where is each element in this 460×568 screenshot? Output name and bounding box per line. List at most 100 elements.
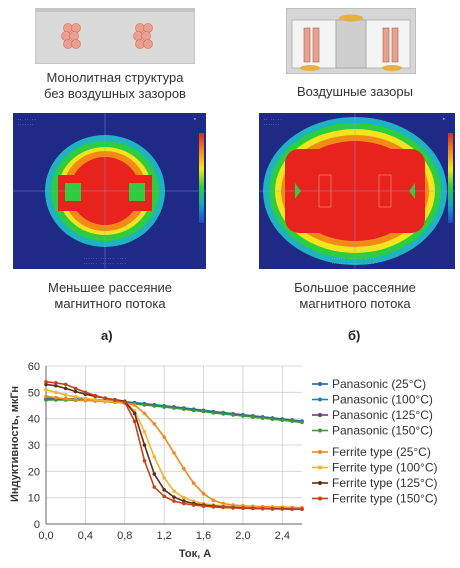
more-leakage-line-2: магнитного потока <box>299 296 411 311</box>
legend-label: Ferrite type (125°C) <box>332 476 438 490</box>
data-point <box>241 414 245 418</box>
x-tick-label: 0,0 <box>38 530 53 542</box>
legend-marker <box>318 382 322 386</box>
data-point <box>113 398 117 403</box>
legend-marker <box>318 428 322 433</box>
data-point <box>142 403 147 407</box>
data-point <box>172 406 176 410</box>
data-point <box>260 416 265 420</box>
data-point <box>172 499 176 503</box>
y-tick-label: 30 <box>28 440 40 452</box>
data-point <box>44 394 48 399</box>
legend-label: Ferrite type (25°C) <box>332 445 431 459</box>
data-point <box>152 485 157 489</box>
data-point <box>162 405 166 409</box>
data-point <box>103 396 107 400</box>
data-point <box>211 411 216 415</box>
data-point <box>122 400 127 404</box>
data-point <box>172 495 176 499</box>
data-point <box>182 501 186 506</box>
data-point <box>54 390 58 395</box>
series-8 <box>44 380 304 512</box>
data-point <box>182 495 186 500</box>
more-leakage-line-1: Большое рассеяние <box>294 280 416 295</box>
legend-marker <box>318 397 322 402</box>
chart-series <box>44 380 304 512</box>
legend-item: Panasonic (25°C) <box>312 377 426 391</box>
data-point <box>54 395 58 400</box>
data-point <box>142 411 147 416</box>
series-3 <box>44 397 304 424</box>
y-tick-label: 40 <box>28 414 40 426</box>
data-point <box>44 380 48 384</box>
data-point <box>83 396 88 401</box>
less-leakage-caption: Меньшее рассеяние магнитного потока <box>5 280 215 312</box>
legend-label: Panasonic (25°C) <box>332 377 426 391</box>
legend-marker <box>318 481 322 485</box>
x-tick-label: 1,6 <box>196 530 211 542</box>
data-point <box>270 507 275 511</box>
data-point <box>54 381 58 385</box>
legend-item: Ferrite type (125°C) <box>312 476 438 490</box>
y-tick-label: 0 <box>34 519 40 531</box>
data-point <box>241 506 245 510</box>
data-point <box>93 393 98 398</box>
data-point <box>132 403 137 407</box>
monolithic-caption: Монолитная структура без воздушных зазор… <box>10 70 220 102</box>
x-tick-label: 0,8 <box>117 530 132 542</box>
legend-item: Panasonic (150°C) <box>312 424 433 438</box>
data-point <box>103 398 107 403</box>
data-point <box>73 386 78 391</box>
data-point <box>221 412 226 416</box>
x-tick-label: 0,4 <box>78 530 93 542</box>
data-point <box>182 466 186 471</box>
data-point <box>162 476 166 480</box>
data-point <box>152 455 157 459</box>
chart-ticks: 0 10 20 30 40 50 60 0,0 0,4 0,8 1,2 1,6 2,0 2,4 <box>28 361 290 542</box>
monolithic-caption-line-2: без воздушных зазоров <box>44 86 186 101</box>
data-point <box>162 494 166 499</box>
panel-label-a: а) <box>101 328 113 343</box>
x-tick-label: 1,2 <box>157 530 172 542</box>
data-point <box>250 506 255 511</box>
data-point <box>63 382 68 387</box>
y-tick-label: 60 <box>28 361 40 373</box>
data-point <box>83 390 88 395</box>
inductance-chart: 0 10 20 30 40 50 60 0,0 0,4 0,8 1,2 1,6 2,0 2,4 Panas… <box>9 361 438 560</box>
data-point <box>142 443 147 447</box>
legend-item: Panasonic (100°C) <box>312 393 433 407</box>
data-point <box>73 389 78 394</box>
legend-item: Ferrite type (25°C) <box>312 445 431 459</box>
flux-simulation-monolithic: .. .. ......... ▪ ...... ...... ........… <box>13 113 206 269</box>
data-point <box>231 413 235 417</box>
data-point <box>142 459 147 463</box>
data-point <box>231 506 235 510</box>
data-point <box>152 472 157 476</box>
air-gaps-caption: Воздушные зазоры <box>297 84 413 99</box>
data-point <box>290 507 294 512</box>
data-point <box>63 386 68 391</box>
legend-label: Ferrite type (100°C) <box>332 461 438 475</box>
data-point <box>152 422 157 426</box>
data-point <box>211 498 216 503</box>
data-point <box>270 417 275 421</box>
y-tick-label: 10 <box>28 493 40 505</box>
data-point <box>191 503 196 507</box>
data-point <box>132 411 137 416</box>
less-leakage-line-1: Меньшее рассеяние <box>47 280 173 295</box>
data-point <box>201 491 206 496</box>
data-point <box>201 409 206 414</box>
data-point <box>211 505 216 509</box>
y-tick-label: 50 <box>28 387 40 399</box>
data-point <box>73 397 78 402</box>
legend-item: Ferrite type (100°C) <box>312 461 438 475</box>
data-point <box>191 408 196 413</box>
legend-marker <box>318 496 322 501</box>
data-point <box>44 387 48 392</box>
gapped-core-drawing <box>286 8 416 74</box>
data-point <box>280 418 285 423</box>
legend-item: Panasonic (125°C) <box>312 408 433 422</box>
data-point <box>300 507 304 512</box>
data-point <box>280 507 285 511</box>
less-leakage-line-2: магнитного потока <box>54 296 166 311</box>
